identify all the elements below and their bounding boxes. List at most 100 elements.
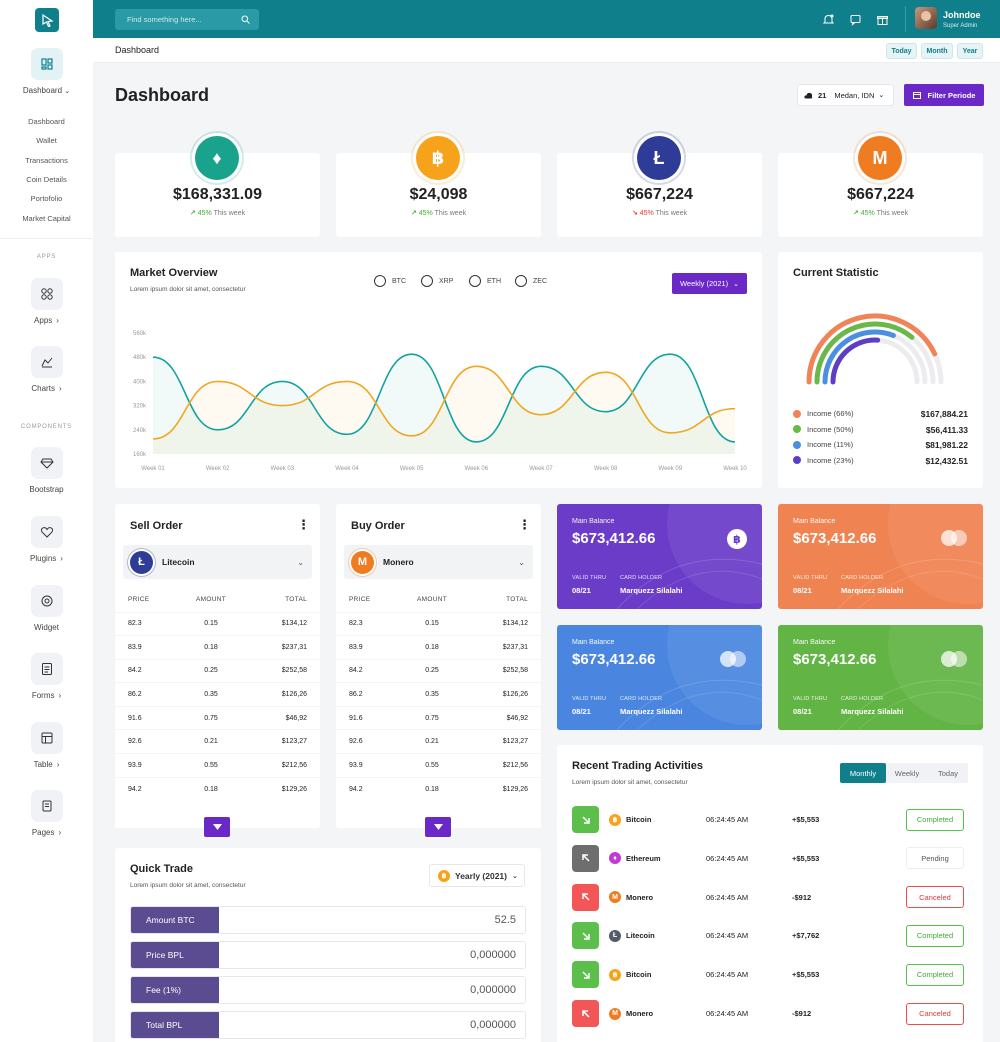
- search-input[interactable]: [115, 9, 230, 30]
- chat-icon[interactable]: [847, 11, 863, 27]
- trading-time: 06:24:45 AM: [706, 931, 749, 941]
- sidebar-item-plugins[interactable]: [31, 516, 63, 548]
- trend-up-icon: ↗: [852, 210, 859, 217]
- table-row: 92.6 0.21 $123,27: [336, 729, 541, 754]
- balance-card[interactable]: Main Balance $673,412.66 VALID THRU CARD HO…: [778, 504, 983, 609]
- expand-button[interactable]: [204, 817, 230, 837]
- quick-trade-input[interactable]: [219, 942, 525, 968]
- trading-amount: +$5,553: [792, 970, 820, 980]
- expand-button[interactable]: [425, 817, 451, 837]
- sidebar-subitem[interactable]: Coin Details: [26, 174, 67, 184]
- balance-card[interactable]: Main Balance $673,412.66 VALID THRU CARD HO…: [557, 504, 762, 609]
- radio-button[interactable]: [374, 275, 386, 287]
- tab-year[interactable]: Year: [957, 43, 983, 59]
- user-name[interactable]: Johndoe: [943, 10, 981, 20]
- tab-month[interactable]: Month: [921, 43, 953, 59]
- trading-coin: Bitcoin: [626, 815, 652, 824]
- more-options-icon[interactable]: ⋮: [518, 517, 531, 532]
- sidebar-item-bootstrap[interactable]: [31, 447, 63, 479]
- sidebar-item-dashboard[interactable]: Dashboard ⌄: [22, 86, 71, 95]
- coin-select[interactable]: Ł Litecoin ⌄: [123, 545, 312, 579]
- status-badge[interactable]: Canceled: [906, 1002, 964, 1025]
- gift-icon[interactable]: [874, 11, 890, 27]
- status-badge[interactable]: Pending: [906, 847, 964, 870]
- filter-periode-button[interactable]: Filter Periode: [904, 84, 984, 106]
- valid-thru-value: 08/21: [793, 707, 812, 716]
- period-select[interactable]: Weekly (2021) ⌄: [672, 273, 747, 294]
- option-eth[interactable]: ETH: [469, 275, 501, 287]
- table-row: 86.2 0.35 $126,26: [115, 682, 320, 707]
- option-zec[interactable]: ZEC: [515, 275, 547, 287]
- litecoin-icon: Ł: [130, 550, 153, 574]
- trading-coin: Monero: [626, 1009, 654, 1018]
- y-tick-label: 480k: [133, 355, 147, 361]
- status-badge[interactable]: Canceled: [906, 886, 964, 909]
- avatar[interactable]: [915, 7, 937, 29]
- option-xrp[interactable]: XRP: [421, 275, 453, 287]
- balance-label: Main Balance: [793, 639, 836, 646]
- quick-trade-input[interactable]: [219, 977, 525, 1003]
- tab-today[interactable]: Today: [886, 43, 917, 59]
- sidebar-subitem[interactable]: Dashboard: [28, 117, 65, 126]
- sidebar-item-label[interactable]: Apps ›: [34, 316, 59, 325]
- sidebar-item-label[interactable]: Pages ›: [31, 828, 62, 837]
- sidebar-item-charts[interactable]: [31, 346, 63, 378]
- statistic-value: $81,981.22: [925, 440, 968, 450]
- sidebar-item-pages[interactable]: [31, 790, 63, 822]
- notification-bell-icon[interactable]: [820, 11, 836, 27]
- sidebar-subitem[interactable]: Wallet: [36, 136, 57, 146]
- arc-value: [830, 337, 881, 385]
- status-badge[interactable]: Completed: [906, 924, 964, 947]
- balance-label: Main Balance: [572, 639, 615, 646]
- chevron-down-icon: ⌄: [297, 557, 304, 567]
- sidebar-item-label[interactable]: Charts ›: [31, 384, 62, 393]
- table-row: 82.3 0.15 $134,12: [336, 611, 541, 636]
- radio-button[interactable]: [515, 275, 527, 287]
- sidebar-item-label[interactable]: Plugins ›: [30, 554, 63, 563]
- balance-card[interactable]: Main Balance $673,412.66 VALID THRU CARD HO…: [557, 625, 762, 730]
- sidebar-item-widget[interactable]: [31, 585, 63, 617]
- statistic-value: $12,432.51: [925, 455, 968, 466]
- trading-amount: +$7,762: [792, 931, 820, 941]
- sidebar-item-label[interactable]: Bootstrap: [29, 485, 64, 494]
- tab-today-trading[interactable]: Today: [937, 768, 958, 778]
- weather-select[interactable]: 21 Medan, IDN ⌄: [797, 84, 894, 106]
- ethereum-icon: ♦: [609, 852, 621, 865]
- sidebar-subitem[interactable]: Market Capital: [22, 213, 71, 223]
- trend-up-icon: ↗: [189, 210, 196, 217]
- sidebar-item-apps[interactable]: [31, 278, 63, 310]
- trading-amount: -$912: [792, 892, 812, 902]
- radio-button[interactable]: [469, 275, 481, 287]
- status-badge[interactable]: Completed: [906, 963, 964, 986]
- sidebar-item-label[interactable]: Forms ›: [31, 691, 62, 700]
- search-icon[interactable]: [241, 15, 250, 24]
- arrow-up-left-icon: [572, 883, 599, 911]
- sidebar-subitem[interactable]: Transactions: [25, 155, 68, 165]
- chart-icon: [41, 357, 53, 368]
- sidebar-item-label[interactable]: Widget: [34, 623, 59, 632]
- logo[interactable]: [35, 8, 59, 32]
- quick-trade-input[interactable]: [219, 907, 525, 933]
- quick-trade-period-select[interactable]: ฿ Yearly (2021) ⌄: [429, 864, 525, 887]
- balance-card[interactable]: Main Balance $673,412.66 VALID THRU CARD HO…: [778, 625, 983, 730]
- option-btc[interactable]: BTC: [374, 275, 406, 287]
- tab-monthly[interactable]: Monthly: [840, 763, 886, 783]
- arrow-down-right-icon: [572, 806, 599, 833]
- sidebar-item-label[interactable]: Table ›: [33, 760, 60, 769]
- sidebar-item-forms[interactable]: [31, 653, 63, 685]
- sidebar-item-table[interactable]: [31, 722, 63, 754]
- more-options-icon[interactable]: ⋮: [297, 517, 310, 532]
- status-badge[interactable]: Completed: [906, 808, 964, 831]
- quick-trade-input[interactable]: [219, 1012, 525, 1038]
- sidebar-subitem[interactable]: Portofolio: [30, 194, 63, 204]
- tab-weekly[interactable]: Weekly: [894, 768, 920, 778]
- recent-trading-title: Recent Trading Activities: [572, 760, 704, 772]
- coin-select[interactable]: M Monero ⌄: [344, 545, 533, 579]
- coin-change: ↗ 45% This week: [410, 210, 467, 217]
- radio-button[interactable]: [421, 275, 433, 287]
- chevron-down-icon: ⌄: [733, 280, 740, 288]
- dashboard-nav-icon[interactable]: [31, 48, 63, 80]
- widget-icon: [41, 595, 53, 607]
- cloud-icon: [804, 92, 813, 98]
- monero-icon: M: [609, 891, 621, 904]
